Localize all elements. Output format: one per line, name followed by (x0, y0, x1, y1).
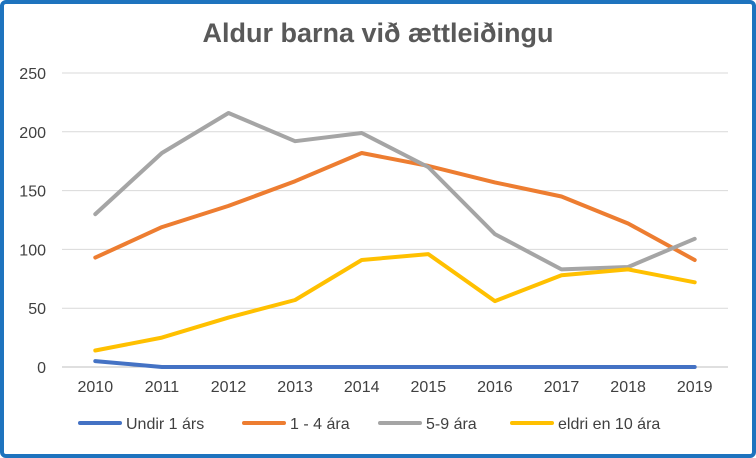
legend-label: eldri en 10 ára (558, 416, 660, 433)
y-tick-label: 50 (28, 301, 46, 318)
x-tick-label: 2014 (344, 379, 380, 396)
series-lines (93, 111, 697, 369)
series-line-2 (93, 111, 697, 272)
y-axis: 0 50 100 150 200 250 (19, 66, 46, 377)
y-tick-label: 0 (37, 360, 46, 377)
series-line-0 (93, 359, 697, 369)
y-tick-label: 100 (19, 242, 46, 259)
legend: Undir 1 árs 1 - 4 ára 5-9 ára eldri en 10 á… (78, 416, 660, 433)
x-tick-label: 2018 (610, 379, 646, 396)
legend-label: 5-9 ára (426, 416, 477, 433)
x-tick-label: 2015 (411, 379, 447, 396)
series-line-1 (93, 151, 697, 262)
x-tick-label: 2013 (277, 379, 313, 396)
series-line-3 (93, 252, 697, 353)
x-axis: 2010 2011 2012 2013 2014 2015 2016 2017 2018 2019 (78, 379, 713, 396)
x-tick-label: 2017 (544, 379, 580, 396)
x-tick-label: 2010 (78, 379, 114, 396)
x-tick-label: 2012 (211, 379, 247, 396)
x-tick-label: 2016 (477, 379, 513, 396)
gridlines (62, 72, 728, 368)
y-tick-label: 150 (19, 184, 46, 201)
y-tick-label: 200 (19, 125, 46, 142)
y-tick-label: 250 (19, 66, 46, 83)
chart-title: Aldur barna við ættleiðingu (202, 18, 553, 48)
legend-label: Undir 1 árs (126, 416, 204, 433)
x-tick-label: 2011 (145, 379, 180, 396)
x-tick-label: 2019 (677, 379, 713, 396)
legend-label: 1 - 4 ára (290, 416, 350, 433)
